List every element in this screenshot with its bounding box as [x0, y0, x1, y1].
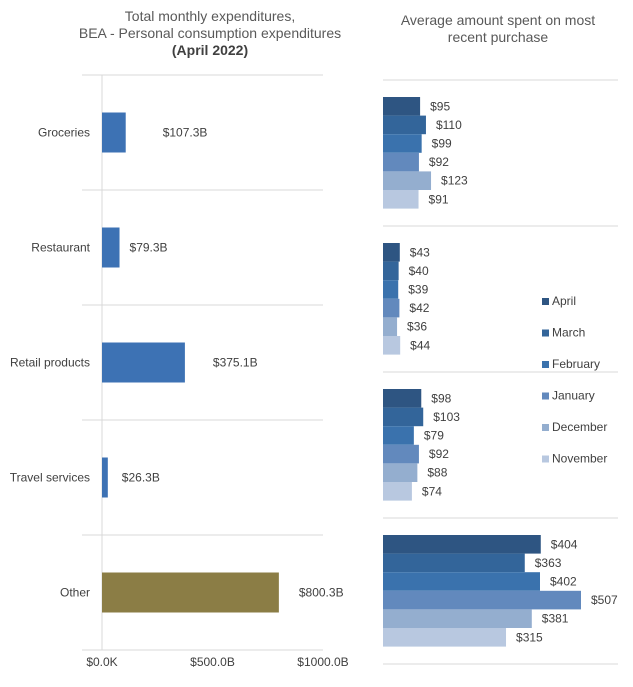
title-line-1: Total monthly expenditures,: [124, 8, 296, 24]
title-line-3: (April 2022): [171, 42, 249, 58]
legend-swatch-february: [542, 361, 549, 368]
legend-label: April: [552, 294, 576, 308]
right-chart-title: Average amount spent on most recent purc…: [368, 12, 628, 46]
bar-restaurant: [102, 227, 120, 268]
bar-april: [383, 389, 422, 408]
data-label: $404: [551, 537, 578, 551]
bar-november: [383, 336, 401, 355]
data-label: $363: [535, 556, 562, 570]
bar-march: [383, 261, 399, 281]
data-label: $402: [550, 575, 577, 589]
bar-december: [383, 171, 432, 190]
data-label: $95: [430, 99, 450, 113]
data-label: $103: [433, 410, 460, 424]
data-label: $74: [422, 484, 442, 498]
legend-swatch-march: [542, 329, 549, 337]
data-label: $79.3B: [130, 241, 168, 255]
category-label: Other: [60, 586, 90, 600]
legend-label: December: [552, 420, 607, 434]
bar-retail-products: [102, 342, 185, 383]
legend-swatch-april: [542, 298, 549, 305]
data-label: $42: [409, 301, 429, 315]
data-label: $43: [410, 245, 430, 259]
data-label: $88: [427, 466, 447, 480]
bar-december: [383, 609, 532, 628]
bar-january: [383, 590, 581, 610]
bar-december: [383, 463, 418, 482]
title-line-2: recent purchase: [447, 29, 549, 45]
legend-swatch-december: [542, 424, 549, 431]
category-label: Restaurant: [31, 241, 90, 255]
data-label: $44: [410, 338, 430, 352]
x-tick-label: $0.0K: [86, 655, 117, 669]
legend-label: February: [552, 357, 600, 371]
bar-january: [383, 444, 419, 464]
data-label: $91: [429, 192, 449, 206]
bar-april: [383, 535, 541, 554]
legend-label: January: [552, 389, 595, 403]
bar-groceries: [102, 112, 126, 153]
data-label: $79: [424, 429, 444, 443]
data-label: $507: [591, 593, 618, 607]
category-label: Retail products: [10, 356, 90, 370]
bar-january: [383, 152, 419, 172]
bar-april: [383, 97, 421, 116]
bar-march: [383, 407, 424, 427]
bar-november: [383, 628, 507, 647]
bar-february: [383, 426, 414, 445]
title-line-1: Average amount spent on most: [400, 12, 596, 28]
data-label: $40: [409, 264, 429, 278]
data-label: $36: [407, 320, 427, 334]
bar-february: [383, 572, 540, 591]
title-line-2: BEA - Personal consumption expenditures: [78, 25, 342, 41]
x-tick-label: $1000.0B: [297, 655, 348, 669]
data-label: $800.3B: [299, 586, 344, 600]
data-label: $99: [432, 137, 452, 151]
legend-swatch-january: [542, 392, 549, 400]
bar-february: [383, 134, 422, 153]
bar-november: [383, 482, 412, 501]
bar-march: [383, 553, 525, 573]
data-label: $98: [431, 391, 451, 405]
data-label: $39: [408, 283, 428, 297]
legend-label: November: [552, 452, 607, 466]
category-label: Travel services: [10, 471, 90, 485]
bar-april: [383, 243, 400, 262]
data-label: $92: [429, 447, 449, 461]
bar-november: [383, 190, 419, 209]
category-label: Groceries: [38, 126, 90, 140]
legend-swatch-november: [542, 455, 549, 463]
bar-other: [102, 572, 279, 613]
bar-december: [383, 317, 398, 336]
bar-travel-services: [102, 457, 108, 498]
data-label: $107.3B: [163, 126, 208, 140]
data-label: $92: [429, 155, 449, 169]
bar-february: [383, 280, 399, 299]
bar-march: [383, 115, 426, 135]
data-label: $375.1B: [213, 356, 258, 370]
data-label: $110: [436, 118, 462, 132]
bar-january: [383, 298, 400, 318]
x-tick-label: $500.0B: [190, 655, 235, 669]
data-label: $315: [516, 630, 543, 644]
data-label: $26.3B: [122, 471, 160, 485]
left-chart-title: Total monthly expenditures, BEA - Person…: [60, 8, 360, 59]
data-label: $123: [441, 174, 468, 188]
legend-label: March: [552, 326, 585, 340]
data-label: $381: [542, 612, 569, 626]
